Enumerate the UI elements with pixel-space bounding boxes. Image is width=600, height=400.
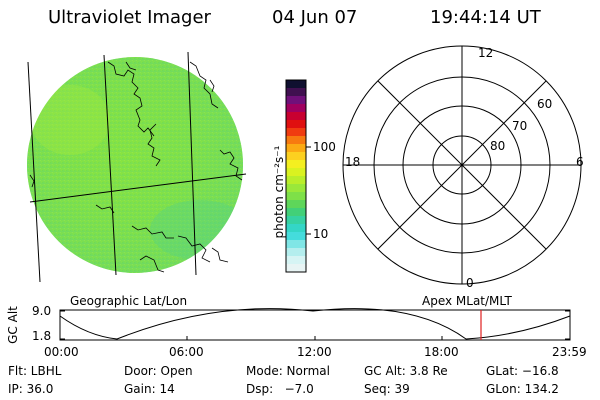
x-tick-2: 12:00	[297, 345, 332, 359]
flt-info: Flt: LBHL	[8, 364, 62, 378]
seq-info: Seq: 39	[364, 382, 410, 396]
lat-70-label: 70	[512, 119, 528, 133]
time-label: 19:44:14 UT	[430, 7, 541, 28]
colorbar	[285, 79, 311, 273]
altitude-plot	[59, 308, 571, 341]
ip-info: IP: 36.0	[8, 382, 54, 396]
alt-ymax-label: 9.0	[32, 304, 52, 318]
geographic-label: Geographic Lat/Lon	[70, 294, 188, 308]
x-tick-0: 00:00	[44, 345, 79, 359]
gc-alt-axis-label: GC Alt	[6, 306, 20, 344]
dsp-info: Dsp: −7.0	[246, 382, 314, 396]
polar-plot	[342, 45, 582, 285]
colorbar-unit-label: photon cm⁻²s⁻¹	[272, 145, 286, 239]
app-title: Ultraviolet Imager	[48, 7, 211, 28]
gc-alt-info: GC Alt: 3.8 Re	[364, 364, 448, 378]
mlt-0-label: 0	[466, 276, 474, 290]
x-tick-3: 18:00	[424, 345, 459, 359]
geographic-grid	[27, 51, 247, 283]
date-label: 04 Jun 07	[272, 7, 358, 28]
earth-disk-image	[27, 57, 243, 273]
door-info: Door: Open	[124, 364, 193, 378]
mlt-12-label: 12	[478, 46, 494, 60]
x-tick-4: 23:59	[552, 345, 587, 359]
colorbar-tick-100: 100	[313, 140, 336, 154]
gain-info: Gain: 14	[124, 382, 175, 396]
apex-label: Apex MLat/MLT	[422, 294, 512, 308]
colorbar-tick-10: 10	[313, 227, 329, 241]
glon-info: GLon: 134.2	[486, 382, 559, 396]
mode-info: Mode: Normal	[246, 364, 330, 378]
mlt-6-label: 6	[576, 155, 584, 169]
alt-ymin-label: 1.8	[32, 329, 52, 343]
lat-60-label: 60	[537, 97, 553, 111]
lat-80-label: 80	[490, 139, 506, 153]
x-tick-1: 06:00	[169, 345, 204, 359]
mlt-18-label: 18	[345, 155, 361, 169]
coastline-lines	[29, 61, 243, 273]
glat-info: GLat: −16.8	[486, 364, 559, 378]
